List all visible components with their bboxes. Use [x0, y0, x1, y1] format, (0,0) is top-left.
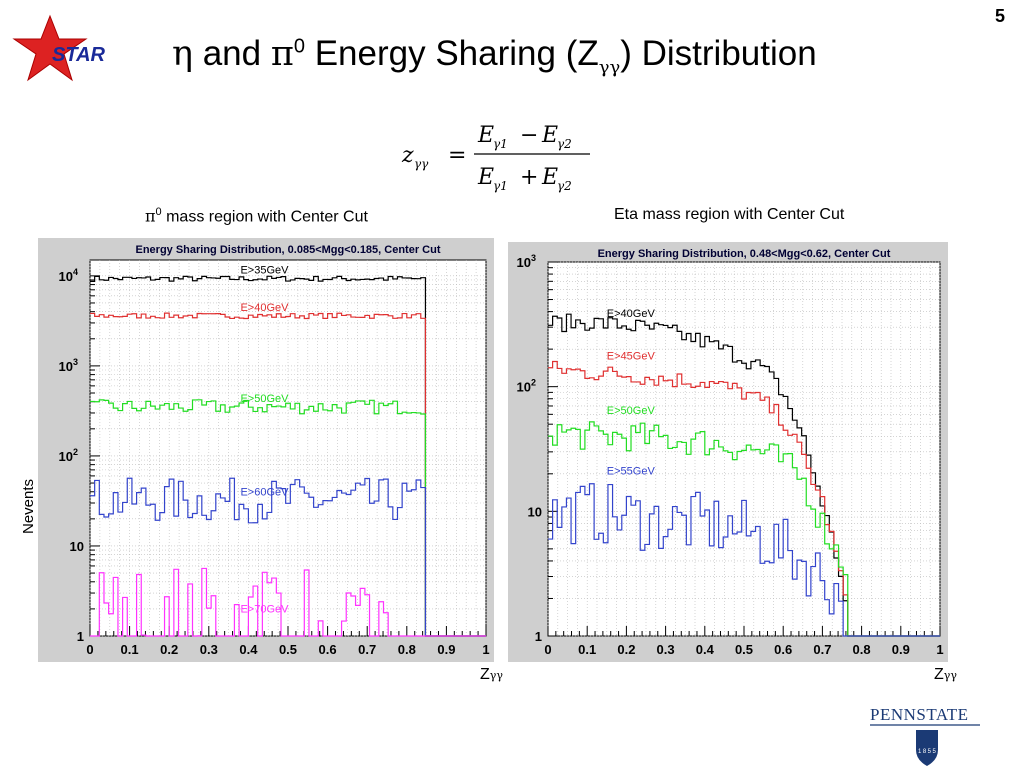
x-tick-label: 0.7 — [358, 642, 376, 657]
slide-number: 5 — [995, 6, 1006, 26]
title-pi: π — [270, 34, 294, 74]
x-tick-label: 0 — [86, 642, 93, 657]
formula-num-e1: E — [477, 123, 494, 148]
x-tick-label: 0.4 — [239, 642, 258, 657]
pennstate-logo-text: PENNSTATE — [870, 705, 969, 724]
xlabel-left-sub: γγ — [489, 669, 503, 682]
star-logo: STAR — [12, 14, 106, 82]
formula-num-op: − — [520, 123, 538, 148]
formula-den-e2: E — [541, 165, 558, 190]
x-tick-label: 0.9 — [892, 642, 910, 657]
y-tick-sup: 2 — [531, 378, 536, 388]
series-line-E55GeV — [548, 483, 940, 637]
pennstate-logo-year: 1855 — [918, 749, 937, 755]
formula-num-sub2: γ2 — [557, 137, 572, 151]
legend-label: E>40GeV — [607, 308, 656, 320]
x-tick-label: 0.5 — [735, 642, 753, 657]
x-tick-label: 0.1 — [121, 642, 139, 657]
title-eta: η — [172, 34, 193, 74]
legend-label: E>70GeV — [240, 604, 289, 616]
star-logo-text: STAR — [52, 44, 106, 66]
histogram-title: Energy Sharing Distribution, 0.085<Mgg<0… — [135, 244, 440, 256]
x-axis-label-right: Zγγ — [934, 666, 957, 684]
formula-den-sub2: γ2 — [557, 179, 572, 193]
y-tick-sup: 4 — [73, 267, 78, 277]
x-tick-label: 0.3 — [657, 642, 675, 657]
pennstate-shield-icon — [916, 730, 938, 766]
y-tick-sup: 2 — [73, 447, 78, 457]
title-end: ) Distribution — [620, 34, 817, 73]
xlabel-right-z: Z — [934, 666, 944, 683]
formula-equals: = — [448, 143, 466, 168]
series-line-E50GeV — [548, 421, 940, 637]
series-line-E70GeV — [90, 567, 486, 637]
y-tick-label: 10 — [528, 504, 542, 519]
left-panel-sup: 0 — [155, 206, 162, 218]
formula-lhs: z — [401, 143, 414, 168]
formula-den-e1: E — [477, 165, 494, 190]
legend-label: E>55GeV — [607, 466, 656, 478]
zgg-formula: z γγ = E γ1 − E γ2 E γ1 + E γ2 — [401, 123, 590, 193]
title-sup: 0 — [293, 35, 305, 58]
chart-right: Energy Sharing Distribution, 0.48<Mgg<0.… — [508, 242, 948, 662]
left-panel-rest: mass region with Center Cut — [161, 208, 368, 226]
x-tick-label: 0.7 — [813, 642, 831, 657]
legend-label: E>50GeV — [240, 393, 289, 405]
series-line-E60GeV — [90, 477, 486, 637]
slide-title: η and π0 Energy Sharing (Zγγ) Distributi… — [172, 34, 817, 78]
series-line-E40GeV — [90, 312, 486, 637]
title-sub: γγ — [598, 57, 621, 78]
legend-label: E>40GeV — [240, 302, 289, 314]
legend-label: E>35GeV — [240, 265, 289, 277]
x-tick-label: 0.2 — [160, 642, 178, 657]
formula-den-sub1: γ1 — [493, 179, 508, 193]
x-tick-label: 0.8 — [853, 642, 871, 657]
x-tick-label: 0.3 — [200, 642, 218, 657]
x-tick-label: 0.2 — [617, 642, 635, 657]
right-panel-label: Eta mass region with Center Cut — [614, 206, 845, 223]
y-tick-sup: 3 — [73, 357, 78, 367]
x-tick-label: 0.9 — [437, 642, 455, 657]
left-panel-label: π0 mass region with Center Cut — [145, 206, 368, 226]
y-tick-label: 1 — [535, 629, 542, 644]
formula-lhs-sub: γγ — [414, 157, 429, 171]
x-tick-label: 1 — [482, 642, 489, 657]
xlabel-left-z: Z — [480, 666, 490, 683]
y-axis-label: Nevents — [20, 478, 37, 534]
y-tick-label: 1 — [77, 629, 84, 644]
y-tick-sup: 3 — [531, 253, 536, 263]
chart-left: Energy Sharing Distribution, 0.085<Mgg<0… — [38, 238, 494, 662]
formula-num-sub1: γ1 — [493, 137, 508, 151]
x-tick-label: 0.4 — [696, 642, 715, 657]
title-mid: and — [192, 34, 271, 73]
y-tick-label: 10 — [70, 539, 84, 554]
x-tick-label: 0.1 — [578, 642, 596, 657]
series-line-E50GeV — [90, 399, 486, 637]
series-line-E35GeV — [90, 275, 486, 637]
x-tick-label: 0.5 — [279, 642, 297, 657]
legend-label: E>60GeV — [240, 486, 289, 498]
legend-label: E>50GeV — [607, 405, 656, 417]
title-rest: Energy Sharing (Z — [304, 34, 599, 73]
x-tick-label: 1 — [936, 642, 943, 657]
left-panel-pi: π — [145, 206, 156, 226]
formula-den-op: + — [520, 165, 538, 190]
legend-label: E>45GeV — [607, 351, 656, 363]
histogram-title: Energy Sharing Distribution, 0.48<Mgg<0.… — [598, 248, 891, 260]
x-tick-label: 0 — [544, 642, 551, 657]
formula-num-e2: E — [541, 123, 558, 148]
xlabel-right-sub: γγ — [943, 669, 957, 682]
x-tick-label: 0.6 — [319, 642, 337, 657]
x-tick-label: 0.8 — [398, 642, 416, 657]
pennstate-logo: PENNSTATE 1855 — [870, 705, 980, 766]
star-shape — [12, 14, 88, 82]
x-tick-label: 0.6 — [774, 642, 792, 657]
x-axis-label-left: Zγγ — [480, 666, 503, 684]
